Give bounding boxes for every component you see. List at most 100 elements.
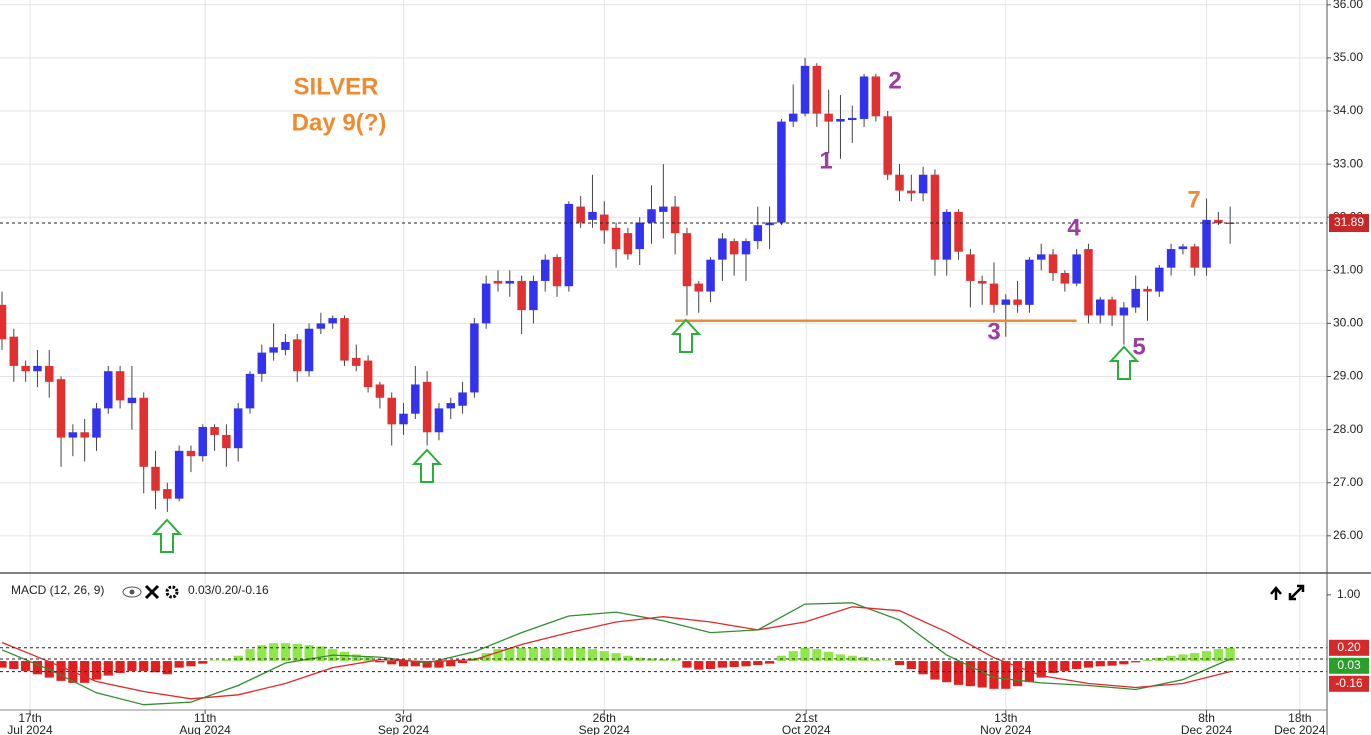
candle-body bbox=[186, 450, 196, 457]
candle-body bbox=[812, 65, 822, 114]
candle-body bbox=[1214, 219, 1223, 224]
candle-body bbox=[871, 76, 881, 117]
histogram-bar bbox=[139, 661, 149, 671]
histogram-bar bbox=[1095, 661, 1105, 667]
x-tick-label: 17th bbox=[18, 711, 41, 725]
eye-icon[interactable] bbox=[122, 586, 142, 598]
candle-body bbox=[706, 259, 715, 292]
histogram-bar bbox=[209, 660, 220, 662]
histogram-bar bbox=[918, 661, 928, 675]
histogram-bar bbox=[127, 661, 137, 671]
candle-body bbox=[292, 339, 302, 372]
candle-body bbox=[493, 280, 503, 284]
x-tick-label: 13th bbox=[994, 711, 1017, 725]
histogram-bar bbox=[0, 661, 7, 668]
histogram-bar bbox=[1072, 661, 1082, 669]
histogram-bar bbox=[646, 658, 657, 662]
x-tick-label: 26th bbox=[593, 711, 616, 725]
histogram-bar bbox=[1036, 661, 1046, 678]
candle-body bbox=[682, 233, 692, 287]
move-up-icon[interactable] bbox=[1270, 586, 1282, 600]
histogram-bar bbox=[21, 661, 31, 671]
settings-icon[interactable] bbox=[165, 585, 179, 599]
candle-body bbox=[115, 371, 125, 401]
x-tick-sublabel: Aug 2024 bbox=[179, 723, 231, 735]
annotation: 7 bbox=[1187, 186, 1200, 213]
candle-body bbox=[753, 225, 763, 242]
candle-body bbox=[434, 408, 444, 433]
candle-body bbox=[304, 328, 314, 372]
candle-body bbox=[245, 373, 255, 409]
histogram-bar bbox=[528, 647, 539, 662]
candle-body bbox=[930, 174, 940, 260]
candle-body bbox=[883, 116, 892, 175]
expand-icon[interactable] bbox=[1288, 584, 1305, 601]
x-tick-label: 3rd bbox=[395, 711, 412, 725]
candle-body bbox=[729, 241, 739, 255]
candle-body bbox=[446, 403, 456, 409]
candle-body bbox=[1060, 272, 1070, 284]
x-tick-sublabel: Nov 2024 bbox=[980, 723, 1032, 735]
histogram-bar bbox=[729, 661, 739, 667]
candle-body bbox=[1084, 249, 1093, 316]
candle-body bbox=[1202, 219, 1211, 268]
x-tick-label: 18th bbox=[1288, 711, 1311, 725]
candle-body bbox=[694, 283, 704, 292]
up-arrow bbox=[670, 318, 702, 353]
candle-body bbox=[151, 466, 160, 491]
histogram-bar bbox=[871, 659, 881, 662]
marker-label: 0.03 bbox=[1337, 658, 1361, 672]
histogram-bar bbox=[1225, 647, 1235, 662]
histogram-bar bbox=[741, 661, 751, 667]
histogram-bar bbox=[481, 653, 491, 662]
candle-body bbox=[670, 206, 680, 234]
candle-body bbox=[505, 280, 515, 284]
candle-body bbox=[1190, 246, 1199, 268]
candle-body bbox=[281, 341, 290, 350]
macd-line bbox=[1, 606, 1231, 700]
candle-body bbox=[470, 323, 479, 393]
up-arrow bbox=[151, 518, 183, 553]
histogram-bar bbox=[56, 661, 66, 681]
histogram-bar bbox=[103, 661, 113, 676]
x-tick-label: 11th bbox=[194, 711, 216, 725]
candle-body bbox=[363, 360, 373, 388]
marker-label: -0.16 bbox=[1335, 676, 1363, 690]
histogram-bar bbox=[835, 654, 846, 662]
candle-body bbox=[139, 397, 148, 467]
candle-body bbox=[127, 397, 137, 404]
last-price-label: 31.89 bbox=[1334, 215, 1364, 229]
x-tick-sublabel: Jul 2024 bbox=[7, 723, 53, 735]
candle-body bbox=[765, 222, 774, 226]
macd-line bbox=[1, 602, 1231, 706]
y-tick-label: 28.00 bbox=[1333, 422, 1363, 436]
candle-body bbox=[222, 434, 231, 449]
candle-body bbox=[907, 190, 916, 194]
histogram-bar bbox=[847, 655, 857, 662]
candle-body bbox=[257, 352, 267, 374]
candle-body bbox=[942, 211, 951, 260]
candle-body bbox=[174, 450, 184, 499]
candle-body bbox=[647, 209, 656, 223]
histogram-bar bbox=[32, 661, 43, 675]
candle-body bbox=[1119, 307, 1129, 316]
marker-box bbox=[1329, 639, 1369, 656]
candle-body bbox=[895, 174, 904, 191]
y-tick-label: 34.00 bbox=[1333, 103, 1363, 117]
close-icon[interactable] bbox=[144, 584, 160, 600]
candle-body bbox=[92, 408, 101, 438]
candle-body bbox=[44, 365, 54, 382]
candle-body bbox=[1143, 288, 1152, 292]
marks bbox=[0, 57, 1327, 706]
histogram-bar bbox=[989, 661, 999, 689]
histogram-bar bbox=[1083, 661, 1094, 668]
y-tick-label: 26.00 bbox=[1333, 528, 1363, 542]
candle-body bbox=[564, 203, 574, 287]
x-tick-label: 21st bbox=[795, 711, 818, 725]
histogram-bar bbox=[517, 647, 527, 662]
candle-body bbox=[163, 489, 172, 499]
candle-body bbox=[269, 347, 278, 353]
candle-body bbox=[540, 259, 550, 281]
histogram-bar bbox=[1166, 655, 1176, 662]
